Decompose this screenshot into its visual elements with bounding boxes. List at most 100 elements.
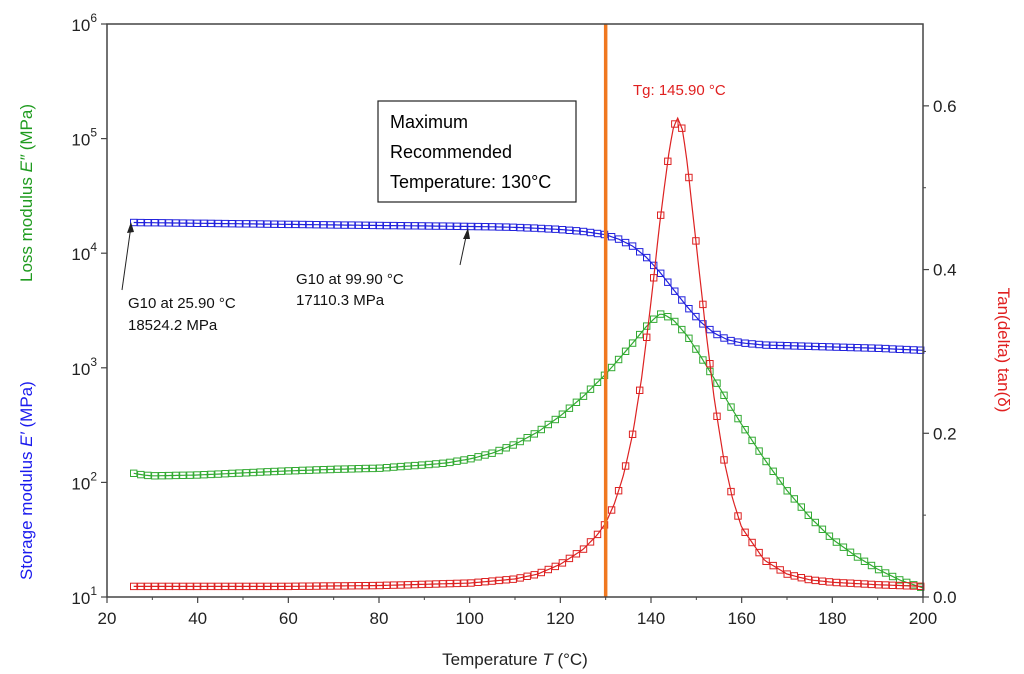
data-point [137, 470, 145, 479]
data-point [467, 455, 475, 463]
data-point [432, 222, 440, 230]
data-point [706, 360, 714, 368]
data-point [678, 124, 686, 132]
data-point [193, 219, 201, 228]
data-point [811, 342, 819, 351]
data-point [397, 462, 405, 471]
data-point [896, 581, 904, 590]
data-point [481, 451, 489, 459]
left-axis-ticks: 101 102 103 104 105 106 [71, 11, 107, 608]
data-point [671, 317, 679, 326]
data-point [488, 223, 496, 231]
data-point [333, 582, 342, 590]
data-point [530, 430, 538, 438]
data-point [326, 221, 335, 229]
data-point [179, 471, 187, 480]
data-point [383, 464, 391, 472]
data-point [130, 218, 138, 227]
max-temp-line2: Recommended [390, 142, 512, 162]
left-tick-label: 106 [71, 11, 97, 35]
data-point [797, 342, 805, 350]
data-point [755, 340, 763, 349]
data-point [530, 224, 538, 232]
data-point [523, 572, 531, 580]
right-axis-title: Tan(delta) tan(δ) [994, 288, 1013, 413]
data-point [509, 575, 517, 583]
data-point [411, 461, 419, 470]
data-point [509, 223, 517, 232]
data-point [411, 222, 419, 230]
x-tick-label: 200 [909, 609, 937, 628]
data-point [881, 569, 890, 577]
data-point [432, 460, 440, 468]
data-point [692, 312, 700, 321]
data-point [734, 338, 742, 346]
data-point [446, 579, 454, 588]
max-temperature-box: Maximum Recommended Temperature: 130°C [377, 100, 577, 203]
data-point [249, 582, 257, 591]
data-point [734, 414, 742, 423]
data-point [657, 211, 665, 219]
max-temp-line3: Temperature: 130°C [390, 172, 551, 192]
data-point [516, 437, 524, 446]
data-point [453, 457, 461, 465]
data-point [404, 581, 412, 589]
data-point [769, 561, 777, 570]
data-point [572, 398, 581, 407]
data-point [776, 341, 784, 350]
data-point [474, 453, 482, 461]
data-point [551, 225, 559, 233]
data-point [340, 465, 349, 473]
data-point [214, 219, 222, 228]
data-point [628, 430, 637, 439]
data-point [530, 571, 538, 579]
data-point [727, 487, 735, 496]
data-point [221, 470, 229, 478]
data-point [158, 582, 166, 591]
x-tick-label: 100 [455, 609, 483, 628]
data-point [636, 248, 644, 256]
right-tick-label: 0.2 [933, 424, 957, 443]
data-point [439, 222, 447, 230]
data-point [425, 222, 433, 230]
data-point [361, 582, 370, 590]
data-point [614, 355, 623, 364]
data-point [312, 221, 321, 229]
data-point [291, 582, 300, 590]
x-tick-label: 140 [637, 609, 665, 628]
data-point [910, 346, 918, 354]
data-point [397, 581, 405, 589]
data-point [158, 219, 166, 227]
data-point [832, 538, 841, 546]
data-point [390, 581, 398, 589]
data-point [565, 226, 574, 235]
data-point [361, 221, 370, 230]
data-point [853, 579, 862, 588]
data-point [811, 576, 819, 585]
data-point [586, 538, 595, 546]
data-point [586, 385, 595, 393]
data-point [235, 582, 243, 591]
data-point [853, 553, 862, 561]
data-point [467, 579, 475, 587]
data-point [404, 462, 412, 470]
data-point [720, 334, 728, 342]
data-point [144, 471, 152, 480]
data-point [207, 582, 215, 591]
data-point [748, 340, 756, 348]
data-point [706, 325, 714, 334]
data-point [853, 344, 862, 352]
data-point [228, 469, 236, 478]
right-axis-ticks: 0.0 0.2 0.4 0.6 [923, 97, 957, 607]
data-point [832, 343, 841, 351]
data-point [446, 458, 454, 467]
left-tick-label: 102 [71, 469, 97, 493]
data-point [130, 469, 138, 478]
data-point [305, 582, 314, 590]
data-point [607, 506, 616, 514]
data-point [727, 336, 735, 345]
data-point [312, 582, 321, 590]
data-point [200, 471, 208, 479]
data-point [825, 343, 834, 351]
tan-delta-series [130, 116, 925, 591]
